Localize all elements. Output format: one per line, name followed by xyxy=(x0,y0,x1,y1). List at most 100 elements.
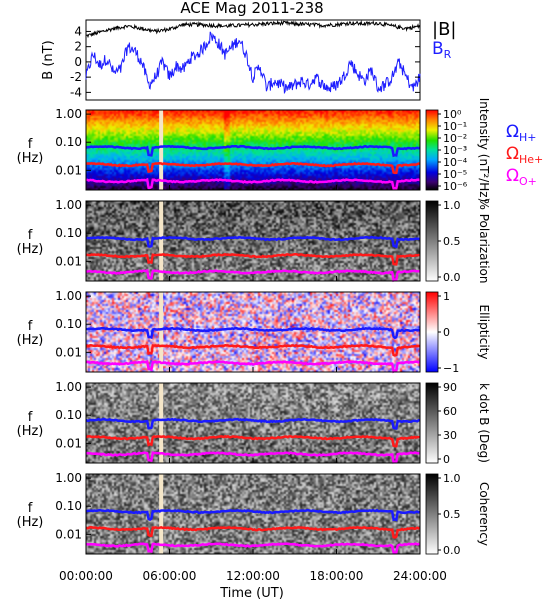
colorbar-tick-label: −1 xyxy=(443,362,459,375)
o-plus-gyrofrequency-line xyxy=(86,177,421,190)
colorbar-tick-label: 1.0 xyxy=(443,472,461,485)
he-plus-gyrofrequency-line xyxy=(85,253,421,266)
data-gap-band xyxy=(159,474,164,554)
colorbar-tick-label: 0.5 xyxy=(443,508,461,521)
polarization-panel: 1.00 0.10 0.01 f (Hz) 1.0 0.5 0.0 % Polarization xyxy=(17,198,491,284)
h-plus-gyrofrequency-line xyxy=(85,508,421,522)
y-tick-label: 0.10 xyxy=(55,408,82,422)
o-plus-legend-label: ΩO+ xyxy=(506,166,537,188)
x-tick-label: 06:00:00 xyxy=(143,569,197,583)
ellipticity-colorbar-label: Ellipticity xyxy=(477,305,491,360)
colorbar-tick-label: 0.0 xyxy=(443,271,461,284)
x-tick-label: 18:00:00 xyxy=(310,569,364,583)
mag-y-tick-label: 0 xyxy=(74,55,82,69)
he-plus-gyrofrequency-line xyxy=(85,525,421,539)
o-plus-gyrofrequency-line xyxy=(85,268,421,283)
h-plus-legend-label: ΩH+ xyxy=(506,122,537,144)
y-tick-label: 0.01 xyxy=(55,163,82,177)
h-plus-gyrofrequency-line xyxy=(85,417,421,430)
figure-title: ACE Mag 2011-238 xyxy=(180,0,323,17)
y-tick-label: 1.00 xyxy=(55,380,82,394)
y-tick-label: 1.00 xyxy=(55,471,82,485)
he-plus-gyrofrequency-line xyxy=(85,343,421,357)
babs-series-line xyxy=(85,19,421,39)
colorbar-tick-label: 10⁻⁴ xyxy=(443,156,468,169)
colorbar-tick-label: 90 xyxy=(443,381,457,394)
y-tick-label: 0.01 xyxy=(55,345,82,359)
colorbar-tick-label: 30 xyxy=(443,429,457,442)
kdotb-colorbar xyxy=(425,382,439,464)
polarization-colorbar xyxy=(425,200,439,282)
intensity-panel: 1.00 0.10 0.01 f (Hz) 10⁰10⁻¹10⁻²10⁻³10⁻⁴10⁻⁵… xyxy=(17,98,491,203)
ellipticity-spectrogram xyxy=(86,292,420,372)
colorbar-tick-label: 0.0 xyxy=(443,544,461,557)
y-tick-label: 0.10 xyxy=(55,226,82,240)
kdotb-colorbar-label: k dot B (Deg) xyxy=(477,383,491,463)
y-tick-label: 0.01 xyxy=(55,527,82,541)
y-tick-label: 0.01 xyxy=(55,254,82,268)
coherency-y-label: f (Hz) xyxy=(17,501,44,530)
ellipticity-colorbar xyxy=(425,291,439,373)
polarization-spectrogram xyxy=(86,201,420,281)
x-axis: 00:00:00 06:00:00 12:00:00 18:00:00 24:00:00 xyxy=(59,569,447,583)
mag-y-tick-label: -2 xyxy=(70,70,82,84)
colorbar-tick-label: 10⁻⁵ xyxy=(443,168,467,181)
colorbar-tick-label: 10⁻² xyxy=(443,132,467,145)
mag-y-tick-label: 2 xyxy=(74,40,82,54)
colorbar-tick-label: 10⁻³ xyxy=(443,144,467,157)
colorbar-tick-label: 1 xyxy=(443,290,450,303)
data-gap-band xyxy=(159,201,164,281)
mag-y-ticks: 4 20-2-4 xyxy=(70,24,420,99)
y-tick-label: 1.00 xyxy=(55,198,82,212)
colorbar-tick-label: 10⁻⁶ xyxy=(443,180,468,193)
y-tick-label: 1.00 xyxy=(55,289,82,303)
o-plus-gyrofrequency-line xyxy=(85,359,421,374)
y-tick-label: 0.01 xyxy=(55,436,82,450)
colorbar-tick-label: 0.5 xyxy=(443,235,461,248)
colorbar-tick-label: 0 xyxy=(443,326,450,339)
intensity-y-label: f (Hz) xyxy=(17,137,44,166)
data-gap-band xyxy=(159,292,164,372)
he-plus-gyrofrequency-line xyxy=(85,161,421,175)
x-axis-label: Time (UT) xyxy=(219,586,284,600)
o-plus-gyrofrequency-line xyxy=(85,451,421,464)
x-tick-label: 00:00:00 xyxy=(59,569,113,583)
mag-plot-frame xyxy=(85,19,421,101)
he-plus-legend-label: ΩHe+ xyxy=(506,144,543,166)
colorbar-tick-label: 1.0 xyxy=(443,199,461,212)
mag-y-label: B (nT) xyxy=(41,40,56,79)
x-tick-label: 24:00:00 xyxy=(393,569,447,583)
y-tick-label: 1.00 xyxy=(55,107,82,121)
colorbar-tick-label: 10⁻¹ xyxy=(443,120,467,133)
o-plus-gyrofrequency-line xyxy=(85,542,421,554)
coherency-colorbar-label: Coherency xyxy=(477,482,491,546)
colorbar-tick-label: 0 xyxy=(443,453,450,466)
data-gap-band xyxy=(159,383,164,463)
h-plus-gyrofrequency-line xyxy=(85,326,420,340)
kdotb-spectrogram xyxy=(86,383,420,463)
kdotb-panel: 1.00 0.10 0.01 f (Hz) 90 60 30 0 k dot B (Deg) xyxy=(17,380,491,466)
colorbar-tick-label: 60 xyxy=(443,405,457,418)
polarization-colorbar-label: % Polarization xyxy=(477,199,491,284)
coherency-panel: 1.00 0.10 0.01 f (Hz) 1.0 0.5 0.0 Coherency xyxy=(17,471,491,557)
polarization-y-label: f (Hz) xyxy=(17,228,44,257)
mag-y-tick-label: 4 xyxy=(74,24,82,38)
he-plus-gyrofrequency-line xyxy=(85,434,421,448)
y-tick-label: 0.10 xyxy=(55,499,82,513)
svg-text:BR: BR xyxy=(432,39,452,61)
babs-legend-label: |B| xyxy=(432,19,456,40)
y-tick-label: 0.10 xyxy=(55,135,82,149)
intensity-spectrogram xyxy=(86,110,420,190)
br-series-line xyxy=(85,31,421,95)
intensity-colorbar xyxy=(425,109,439,191)
ellipticity-panel: 1.00 0.10 0.01 f (Hz) 1 0 −1 Ellipticity xyxy=(17,289,491,375)
magnetic-field-panel: 4 20-2-4 B (nT) |B| BR xyxy=(41,19,456,101)
br-legend-label: BR xyxy=(432,39,452,61)
mag-y-tick-label: -4 xyxy=(70,85,82,99)
intensity-colorbar-label: Intensity (nT²/Hz) xyxy=(477,98,491,203)
coherency-spectrogram xyxy=(86,474,420,554)
coherency-colorbar xyxy=(425,473,439,555)
h-plus-gyrofrequency-line xyxy=(85,235,421,249)
x-tick-label: 12:00:00 xyxy=(226,569,280,583)
